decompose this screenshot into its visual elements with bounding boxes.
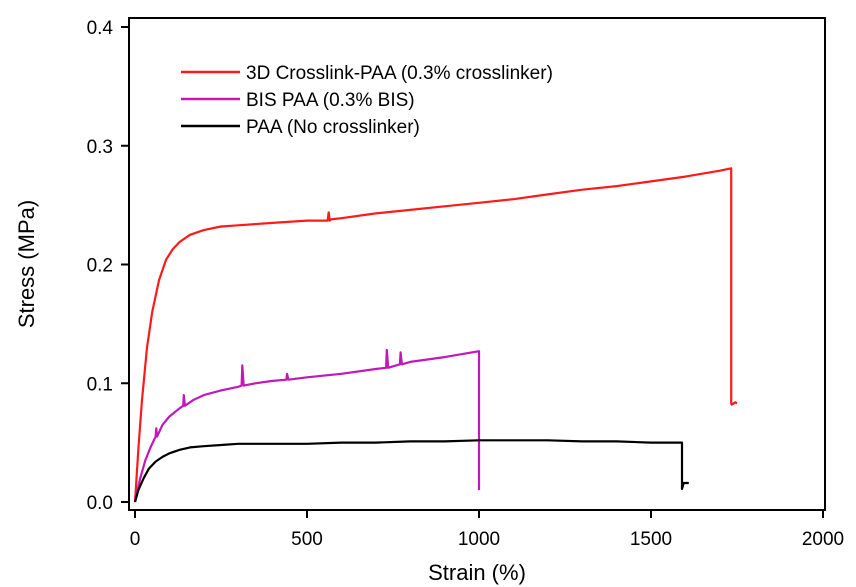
x-tick-label: 1000 [458,529,500,550]
y-tick-label: 0.1 [87,374,113,395]
x-tick-label: 1500 [630,529,672,550]
legend-label: PAA (No crosslinker) [246,117,420,138]
legend-label: BIS PAA (0.3% BIS) [246,90,415,111]
series-line-2 [133,348,481,503]
x-tick-label: 500 [291,529,323,550]
x-tick-label: 0 [130,529,141,550]
x-tick-label: 2000 [802,529,844,550]
series-line-1 [133,167,738,503]
x-axis-title: Strain (%) [428,560,526,585]
series-line-3 [133,439,689,503]
series-layer [133,167,738,503]
legend-label: 3D Crosslink-PAA (0.3% crosslinker) [246,63,553,84]
y-tick-label: 0.4 [87,18,114,39]
legend: 3D Crosslink-PAA (0.3% crosslinker) BIS P… [181,63,553,138]
x-axis: 0 500 1000 1500 2000 [130,510,844,550]
y-tick-label: 0.0 [87,493,113,514]
plot-frame [128,17,826,511]
y-axis-title: Stress (MPa) [14,200,39,328]
y-tick-label: 0.3 [87,137,113,158]
y-axis: 0.0 0.1 0.2 0.3 0.4 [87,18,129,514]
y-tick-label: 0.2 [87,256,113,277]
